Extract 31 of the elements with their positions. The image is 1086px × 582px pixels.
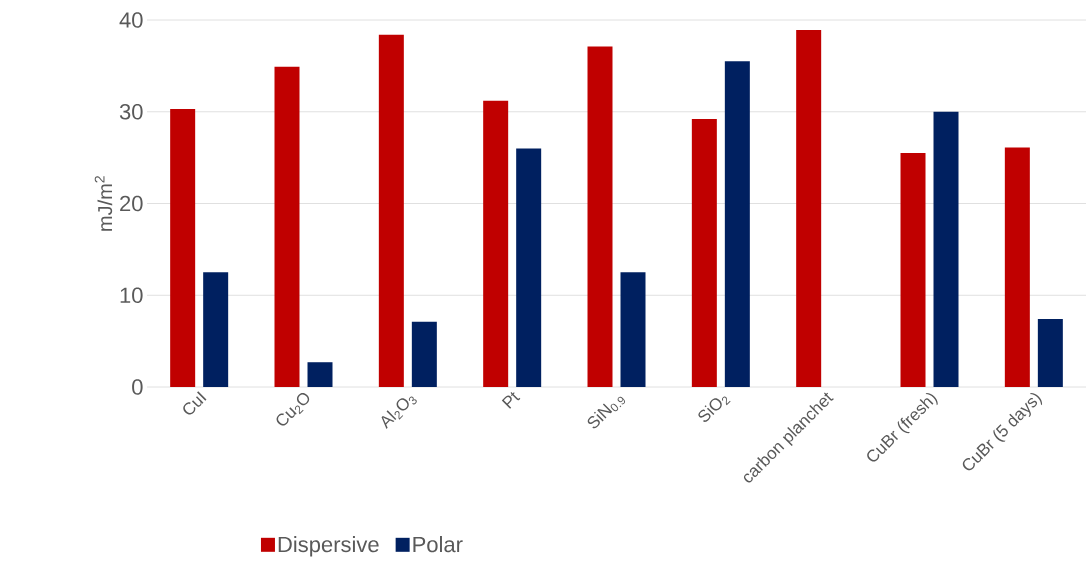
- x-tick-label: Pt: [501, 391, 521, 409]
- bar: [724, 61, 750, 387]
- x-tick-label: Cu$_{2}$O: [276, 392, 310, 426]
- legend-label: Dispersive: [278, 536, 379, 557]
- bar: [274, 66, 300, 387]
- bar: [933, 111, 959, 387]
- y-tick-label: 40: [119, 12, 143, 28]
- bar: [1037, 319, 1063, 387]
- bar: [483, 100, 509, 387]
- bar: [900, 153, 926, 387]
- bar: [411, 321, 437, 387]
- y-tick-label: 30: [119, 103, 143, 120]
- bar: [691, 119, 717, 387]
- bar: [170, 109, 196, 387]
- bar: [516, 148, 542, 387]
- bar: [307, 362, 333, 387]
- x-tick-label: CuI: [183, 391, 207, 415]
- x-tick-label: SiO$_{2}$: [698, 396, 731, 422]
- bar: [587, 46, 613, 387]
- y-tick-label: 20: [120, 195, 143, 212]
- bar: [1004, 147, 1030, 387]
- x-tick-label: SiN$_{0.9}$: [587, 396, 626, 429]
- y-tick-label: 0: [132, 379, 143, 395]
- bar: [203, 272, 229, 387]
- bar: [620, 272, 646, 387]
- legend-label: Polar: [413, 536, 463, 553]
- x-tick-label: Al$_{2}$O$_{3}$: [381, 396, 417, 429]
- bar: [796, 30, 822, 387]
- bar: [378, 34, 404, 387]
- y-axis-title: mJ/m$^{2}$: [94, 176, 113, 231]
- y-tick-label: 10: [120, 287, 143, 304]
